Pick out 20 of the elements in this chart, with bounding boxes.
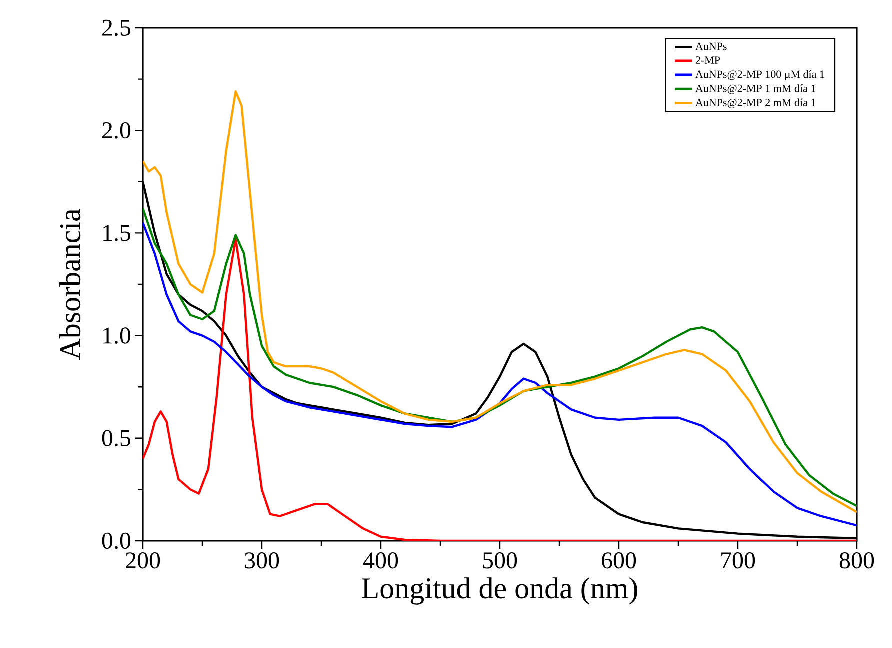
x-tick-label: 800 [840,552,874,569]
legend-label: AuNPs@2-MP 100 µM día 1 [696,70,824,80]
x-axis-title: Longitud de onda (nm) [362,578,638,605]
x-tick-label: 200 [126,552,160,569]
legend-label: AuNPs@2-MP 1 mM día 1 [696,84,816,94]
legend-label: AuNPs [696,42,727,50]
x-tick-label: 300 [245,552,280,569]
legend-label: AuNPs@2-MP 2 mM día 1 [696,98,816,108]
y-tick-label: 2.5 [102,20,131,36]
y-tick-label: 0.5 [102,430,131,447]
y-tick-label: 2.0 [102,122,131,139]
x-tick-label: 600 [602,552,636,569]
y-tick-label: 1.5 [104,225,131,242]
x-tick-label: 400 [363,552,398,569]
legend-label: 2-MP [696,56,720,64]
x-tick-label: 700 [722,552,756,569]
x-tick-label: 500 [483,552,518,569]
y-tick-label: 1.0 [104,328,131,344]
y-tick-label: 0.0 [102,532,131,550]
y-axis-title: Absorbancia [60,209,81,360]
